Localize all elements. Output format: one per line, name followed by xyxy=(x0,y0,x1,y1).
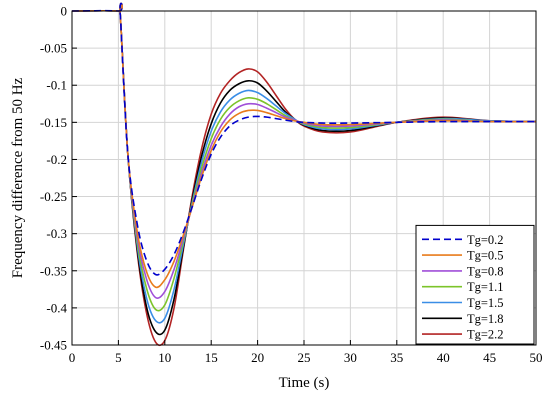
y-tick-label: -0.25 xyxy=(40,189,67,204)
x-tick-label: 15 xyxy=(205,350,218,365)
y-tick-label: -0.2 xyxy=(46,152,67,167)
series-layer xyxy=(71,2,537,347)
x-tick-label: 20 xyxy=(251,350,264,365)
legend-label: Tg=1.5 xyxy=(467,296,504,310)
legend-label: Tg=2.2 xyxy=(467,328,504,342)
x-tick-label: 0 xyxy=(69,350,76,365)
y-tick-label: -0.45 xyxy=(40,338,67,353)
y-tick-label: -0.35 xyxy=(40,263,67,278)
tick-labels: 0 5 10 15 20 25 30 35 40 45 50 0 -0.05 -0.1 -0.15 -0.2 -… xyxy=(40,4,543,366)
x-tick-label: 40 xyxy=(437,350,450,365)
legend-label: Tg=1.1 xyxy=(467,280,504,294)
legend-label: Tg=0.5 xyxy=(467,249,504,263)
y-tick-label: 0 xyxy=(61,4,68,19)
x-tick-label: 35 xyxy=(390,350,403,365)
y-axis-label: Frequency difference from 50 Hz xyxy=(10,77,26,278)
x-tick-label: 25 xyxy=(298,350,311,365)
y-tick-label: -0.15 xyxy=(40,115,67,130)
series-line-tg-0-8 xyxy=(71,2,537,299)
x-tick-label: 30 xyxy=(344,350,357,365)
x-tick-label: 5 xyxy=(115,350,122,365)
x-tick-label: 50 xyxy=(530,350,543,365)
legend-label: Tg=0.2 xyxy=(467,233,504,247)
legend-label: Tg=0.8 xyxy=(467,264,504,278)
legend-box xyxy=(415,224,535,345)
y-tick-label: -0.1 xyxy=(46,78,67,93)
series-line-tg-0-2 xyxy=(71,2,536,276)
x-axis-label: Time (s) xyxy=(279,375,330,391)
y-tick-label: -0.4 xyxy=(46,300,67,315)
legend-label: Tg=1.8 xyxy=(467,312,504,326)
y-tick-label: -0.05 xyxy=(40,41,67,56)
x-tick-label: 45 xyxy=(483,350,496,365)
series-line-tg-0-5 xyxy=(71,2,537,289)
x-tick-label: 10 xyxy=(158,350,171,365)
y-tick-label: -0.3 xyxy=(46,226,67,241)
legend: Tg=0.2 Tg=0.5Tg=0.8 Tg=1.1 Tg=1.5 Tg=1.8 Tg=2… xyxy=(415,224,535,345)
